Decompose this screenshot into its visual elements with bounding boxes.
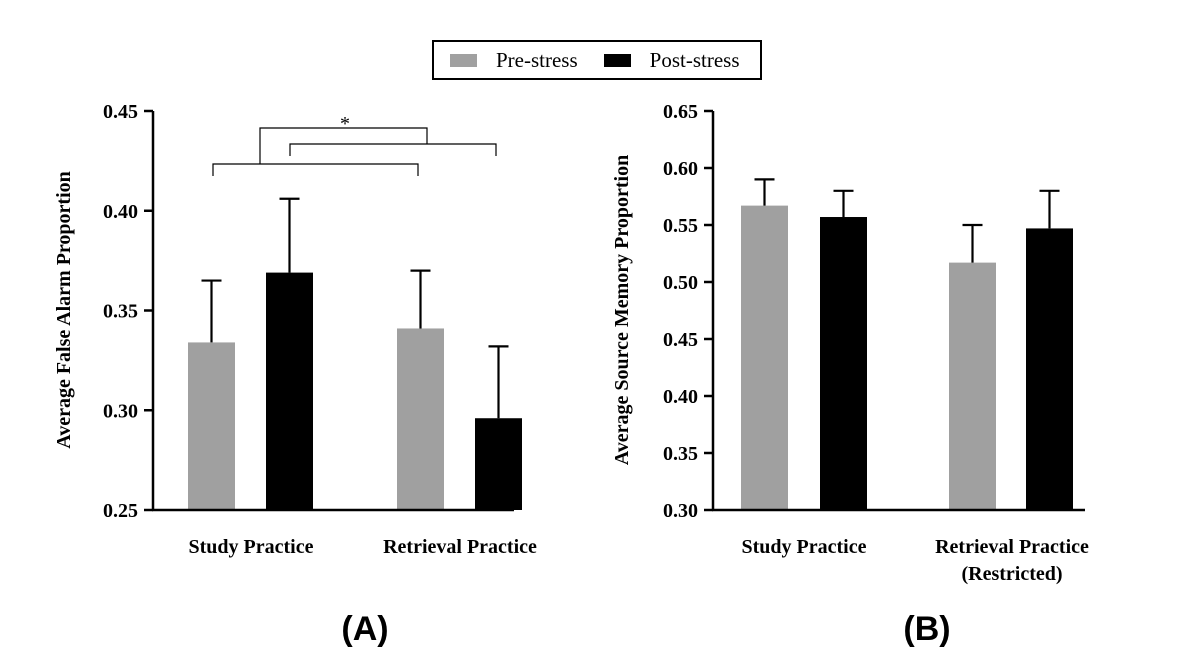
bar-b-post-stress-1 (1026, 228, 1073, 511)
panel-a: 0.25 0.30 0.35 0.40 0.45 Average False Alarm … (53, 101, 537, 558)
bar-a-pre-stress-1 (397, 328, 444, 510)
bar-a-post-stress-0 (266, 272, 313, 510)
y-axis-title-b: Average Source Memory Proportion (611, 155, 633, 465)
y-tick-label-a-3: 0.40 (103, 201, 138, 223)
bracket-top (259, 127, 428, 164)
category-label-b-1-1: (Restricted) (961, 563, 1062, 585)
legend-label-post-stress: Post-stress (649, 47, 740, 72)
legend-swatch-pre-stress (450, 53, 477, 67)
legend-label-pre-stress: Pre-stress (496, 47, 578, 72)
y-tick-label-b-2: 0.40 (663, 386, 698, 408)
error-bar-b-1-1 (1039, 189, 1060, 229)
category-label-a-1-0: Retrieval Practice (383, 536, 537, 558)
y-tick-label-b-5: 0.55 (663, 215, 698, 237)
error-bar-a-1-1 (488, 345, 509, 419)
y-tick-label-a-1: 0.30 (103, 400, 138, 422)
bar-a-post-stress-1 (475, 418, 522, 510)
bracket-retrieval-practice (289, 143, 497, 156)
y-tick-label-b-0: 0.30 (663, 500, 698, 522)
y-tick-label-a-4: 0.45 (103, 101, 138, 123)
bar-a-pre-stress-0 (188, 342, 235, 510)
y-tick-label-b-4: 0.50 (663, 272, 698, 294)
panel-b: 0.30 0.35 0.40 0.45 0.50 0.55 0.60 0.65 Average … (611, 101, 1089, 585)
y-tick-label-b-7: 0.65 (663, 101, 698, 123)
bar-b-pre-stress-0 (741, 205, 788, 510)
bar-b-post-stress-0 (820, 217, 867, 510)
significance-bracket (212, 127, 497, 176)
category-label-b-0-0: Study Practice (742, 536, 867, 558)
y-tick-label-a-2: 0.35 (103, 301, 138, 323)
bracket-study-practice (212, 163, 419, 176)
category-label-b-1-0: Retrieval Practice (935, 536, 1089, 558)
error-bar-b-0-0 (754, 178, 775, 206)
panel-b-tag: (B) (903, 610, 950, 648)
error-bar-b-0-1 (962, 223, 983, 263)
y-tick-label-b-6: 0.60 (663, 158, 698, 180)
panel-a-tag: (A) (341, 610, 388, 648)
error-bar-a-1-0 (279, 197, 300, 273)
legend-swatch-post-stress (603, 53, 631, 67)
y-tick-label-b-1: 0.35 (663, 443, 698, 465)
legend: Pre-stress Post-stress (432, 40, 762, 80)
y-axis-title-a: Average False Alarm Proportion (53, 171, 75, 449)
error-bar-a-0-0 (201, 279, 222, 343)
bar-b-pre-stress-1 (949, 262, 996, 510)
y-tick-label-b-3: 0.45 (663, 329, 698, 351)
category-label-a-0-0: Study Practice (189, 536, 314, 558)
significance-star: * (340, 113, 350, 135)
error-bar-b-1-0 (833, 189, 854, 218)
y-tick-label-a-0: 0.25 (103, 500, 138, 522)
error-bar-a-0-1 (410, 269, 431, 329)
